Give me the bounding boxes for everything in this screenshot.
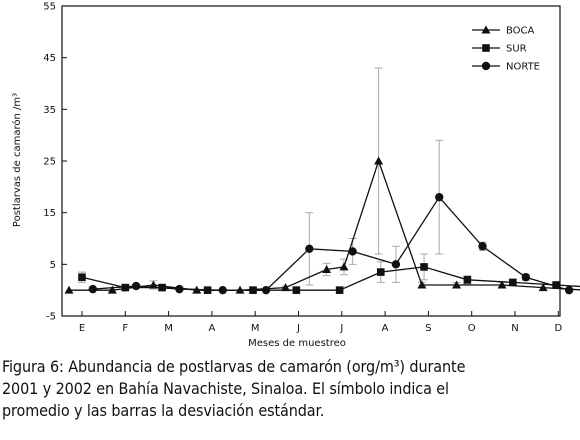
data-point-norte — [435, 192, 444, 202]
data-point-boca — [417, 280, 427, 289]
y-tick-label: 35 — [43, 105, 56, 116]
legend-label: NORTE — [506, 62, 540, 73]
data-point-sur — [420, 263, 428, 271]
data-point-sur — [552, 281, 560, 289]
data-point-norte — [348, 247, 357, 256]
data-point-norte — [131, 281, 141, 291]
x-tick-label: E — [79, 323, 85, 334]
x-tick-label: S — [425, 323, 431, 334]
data-point-norte — [175, 284, 184, 294]
data-point-norte — [305, 244, 314, 254]
data-point-sur — [292, 286, 301, 294]
data-point-boca — [64, 285, 74, 294]
data-point-norte — [564, 285, 574, 295]
x-tick-label: A — [382, 323, 389, 334]
y-tick-label: 25 — [43, 157, 56, 168]
data-point-sur — [463, 276, 472, 284]
data-point-sur — [249, 286, 257, 294]
data-point-sur — [203, 286, 212, 294]
data-point-sur — [376, 268, 385, 276]
data-point-sur — [509, 278, 517, 287]
y-tick-label: 15 — [43, 208, 56, 219]
y-tick-label: -5 — [46, 312, 56, 323]
x-tick-label: J — [339, 323, 343, 334]
x-tick-label: D — [554, 323, 562, 334]
data-point-boca — [148, 280, 158, 289]
legend-marker-norte — [481, 61, 491, 71]
caption-line: promedio y las barras la desviación está… — [2, 401, 325, 420]
data-point-sur — [335, 286, 344, 294]
x-tick-label: F — [122, 323, 128, 334]
figure-caption: Figura 6: Abundancia de postlarvas de ca… — [2, 356, 578, 422]
data-point-norte — [261, 285, 271, 295]
y-tick-label: 55 — [43, 2, 56, 13]
x-tick-label: O — [468, 323, 476, 334]
x-axis-title: Meses de muestreo — [248, 338, 346, 348]
data-point-norte — [218, 285, 227, 295]
y-axis-title: Postlarvas de camarón /m³ — [11, 93, 23, 227]
data-point-norte — [88, 284, 98, 294]
x-tick-label: M — [251, 323, 260, 334]
plot-area-frame — [61, 5, 561, 317]
legend-label: BOCA — [506, 26, 535, 37]
data-point-sur — [121, 283, 130, 292]
data-point-boca — [107, 285, 117, 294]
data-point-sur — [158, 283, 166, 292]
data-point-boca — [281, 283, 291, 292]
data-point-boca — [192, 285, 202, 294]
x-tick-label: A — [208, 323, 215, 334]
legend-marker-boca — [481, 25, 491, 34]
x-tick-label: J — [296, 323, 300, 334]
data-point-sur — [78, 273, 86, 282]
series-line-norte — [92, 196, 570, 291]
x-tick-label: M — [164, 323, 173, 334]
x-tick-label: N — [511, 323, 518, 334]
legend-label: SUR — [506, 44, 527, 55]
y-tick-label: 45 — [43, 53, 56, 64]
data-point-boca — [322, 265, 332, 273]
data-point-norte — [478, 242, 487, 251]
data-point-boca — [538, 283, 548, 292]
data-point-boca — [235, 285, 245, 294]
legend-marker-sur — [482, 44, 490, 52]
caption-line: 2001 y 2002 en Bahía Navachiste, Sinaloa… — [2, 379, 449, 398]
data-point-boca — [497, 280, 507, 289]
data-point-norte — [521, 273, 531, 282]
y-tick-label: 5 — [50, 260, 56, 271]
data-point-boca — [339, 262, 349, 271]
data-point-boca — [452, 280, 462, 289]
caption-line: Figura 6: Abundancia de postlarvas de ca… — [2, 357, 466, 376]
data-point-boca — [374, 156, 384, 165]
data-point-norte — [391, 260, 401, 269]
